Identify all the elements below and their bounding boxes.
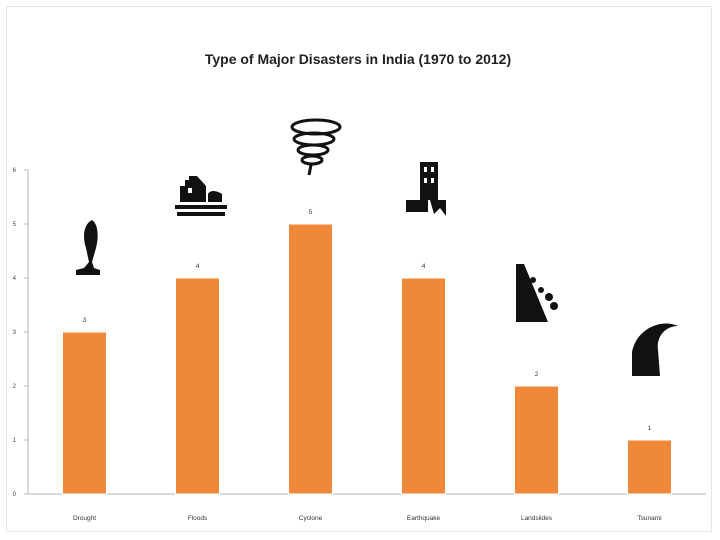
- y-tick-label: 5: [13, 222, 17, 228]
- bar-group: [62, 223, 672, 495]
- flood-icon: [175, 176, 227, 216]
- data-label: 5: [309, 209, 313, 216]
- data-label-group: 3 4 5 4 2 1: [83, 209, 652, 432]
- x-tick-label: Floods: [188, 515, 208, 522]
- category-label-group: Drought Floods Cyclone Earthquake Landslides…: [73, 515, 662, 522]
- x-tick-label: Cyclone: [299, 515, 323, 522]
- bar-landslides: [514, 385, 559, 495]
- x-tick-label: Earthquake: [407, 515, 441, 522]
- y-tick-label: 0: [13, 492, 17, 498]
- data-label: 4: [422, 263, 426, 270]
- landslide-icon: [516, 264, 558, 322]
- earthquake-icon: [406, 162, 446, 216]
- x-tick-label: Landslides: [521, 515, 553, 522]
- y-tick-label: 2: [13, 384, 17, 390]
- data-label: 4: [196, 263, 200, 270]
- x-tick-label: Tsunami: [637, 515, 661, 522]
- bar-earthquake: [401, 277, 446, 495]
- bar-tsunami: [627, 439, 672, 495]
- y-tick-label: 3: [13, 330, 17, 336]
- tsunami-icon: [632, 323, 678, 376]
- bar-drought: [62, 331, 107, 495]
- x-tick-label: Drought: [73, 515, 96, 522]
- chart-frame: [6, 6, 712, 532]
- y-tick-label: 6: [13, 168, 17, 174]
- y-tick-label: 4: [13, 276, 17, 282]
- y-tick-label: 1: [13, 438, 17, 444]
- data-label: 1: [648, 425, 652, 432]
- data-label: 3: [83, 317, 87, 324]
- chart-title: Type of Major Disasters in India (1970 t…: [205, 51, 511, 67]
- cyclone-icon: [290, 118, 342, 176]
- bar-floods: [175, 277, 220, 495]
- y-tick-group: 0 1 2 3 4 5 6: [13, 168, 28, 498]
- data-label: 2: [535, 371, 539, 378]
- bar-cyclone: [288, 223, 333, 495]
- drought-icon: [76, 220, 100, 275]
